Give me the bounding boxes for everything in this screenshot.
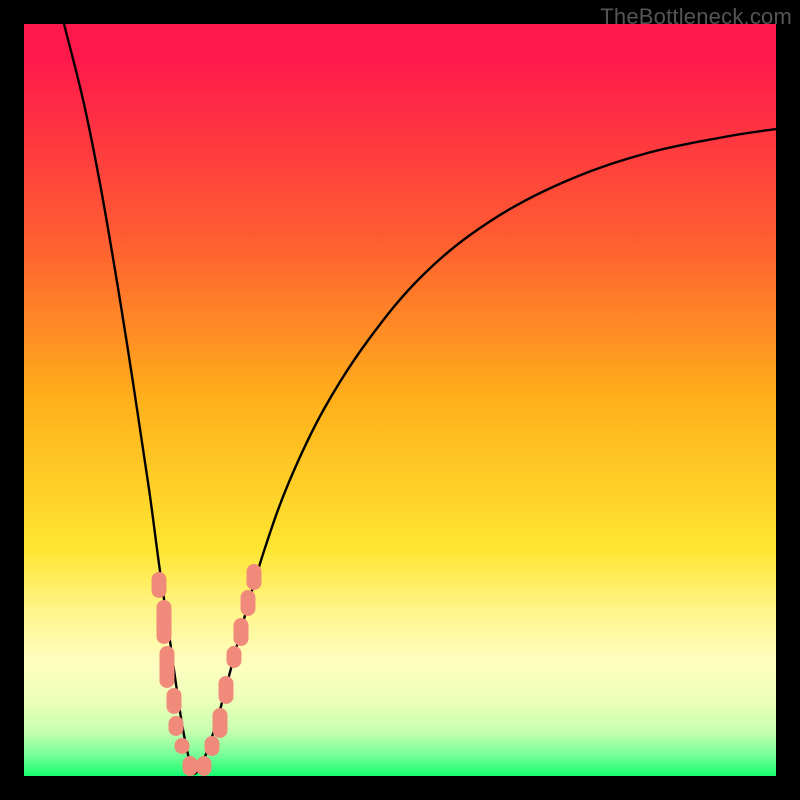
data-marker [219,676,234,704]
data-marker [169,716,184,736]
data-marker [152,572,167,598]
data-marker [197,756,212,776]
data-marker [167,688,182,714]
chart-frame [0,0,800,800]
data-marker [183,756,198,776]
data-marker [160,646,175,688]
data-marker [205,736,220,756]
data-marker [175,738,190,754]
data-marker [213,708,228,738]
data-marker [241,590,256,616]
data-marker [227,646,242,668]
data-marker [157,600,172,644]
chart-svg [0,0,800,800]
data-marker [234,618,249,646]
data-marker [247,564,262,590]
watermark-text: TheBottleneck.com [600,4,792,30]
